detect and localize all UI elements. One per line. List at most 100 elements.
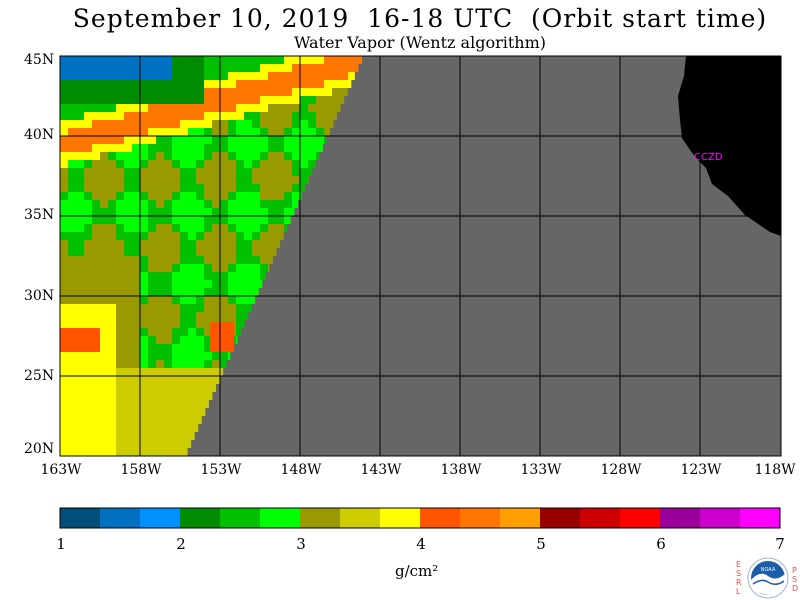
water-vapor-cell (188, 400, 196, 408)
water-vapor-cell (228, 104, 236, 112)
water-vapor-cell (124, 144, 132, 152)
water-vapor-cell (188, 288, 196, 296)
water-vapor-cell (60, 400, 68, 408)
water-vapor-cell (84, 160, 92, 168)
water-vapor-cell (172, 208, 180, 216)
water-vapor-cell (268, 112, 276, 120)
water-vapor-cell (196, 104, 204, 112)
water-vapor-cell (132, 152, 140, 160)
water-vapor-cell (332, 72, 340, 80)
water-vapor-cell (252, 160, 260, 168)
water-vapor-cell (164, 96, 172, 104)
water-vapor-cell (284, 208, 292, 216)
water-vapor-cell (124, 264, 132, 272)
lat-label: 40N (24, 127, 55, 143)
water-vapor-cell (76, 448, 84, 456)
water-vapor-cell (252, 280, 260, 288)
water-vapor-cell (148, 360, 156, 368)
water-vapor-cell (140, 104, 148, 112)
water-vapor-cell (92, 160, 100, 168)
water-vapor-cell (84, 152, 92, 160)
water-vapor-cell (132, 304, 140, 312)
colorbar-segment (660, 508, 700, 528)
water-vapor-cell (108, 312, 116, 320)
water-vapor-cell (132, 112, 140, 120)
water-vapor-cell (204, 192, 212, 200)
water-vapor-cell (116, 408, 124, 416)
water-vapor-cell (108, 56, 116, 64)
water-vapor-cell (324, 88, 332, 96)
water-vapor-cell (108, 360, 116, 368)
water-vapor-cell (220, 160, 228, 168)
water-vapor-cell (212, 72, 220, 80)
water-vapor-cell (148, 416, 156, 424)
water-vapor-cell (132, 88, 140, 96)
water-vapor-cell (100, 416, 108, 424)
water-vapor-cell (172, 440, 180, 448)
water-vapor-cell (124, 280, 132, 288)
water-vapor-cell (140, 176, 148, 184)
water-vapor-cell (148, 264, 156, 272)
water-vapor-cell (244, 240, 252, 248)
water-vapor-cell (60, 448, 68, 456)
water-vapor-cell (284, 224, 288, 232)
water-vapor-cell (268, 56, 276, 64)
water-vapor-cell (180, 248, 188, 256)
water-vapor-cell (316, 64, 324, 72)
water-vapor-cell (172, 72, 180, 80)
water-vapor-cell (236, 256, 244, 264)
water-vapor-cell (148, 368, 156, 376)
water-vapor-cell (84, 168, 92, 176)
water-vapor-cell (156, 384, 164, 392)
water-vapor-cell (124, 336, 132, 344)
water-vapor-cell (132, 168, 140, 176)
water-vapor-cell (116, 432, 124, 440)
water-vapor-cell (164, 232, 172, 240)
water-vapor-cell (84, 144, 92, 152)
water-vapor-cell (204, 208, 212, 216)
water-vapor-cell (92, 304, 100, 312)
water-vapor-cell (140, 392, 148, 400)
water-vapor-cell (284, 216, 291, 224)
water-vapor-cell (236, 272, 244, 280)
water-vapor-cell (148, 320, 156, 328)
water-vapor-cell (60, 440, 68, 448)
water-vapor-cell (148, 72, 156, 80)
water-vapor-cell (60, 216, 68, 224)
water-vapor-cell (60, 408, 68, 416)
water-vapor-cell (100, 56, 108, 64)
water-vapor-cell (108, 120, 116, 128)
water-vapor-cell (276, 128, 284, 136)
water-vapor-cell (92, 112, 100, 120)
water-vapor-cell (284, 128, 292, 136)
water-vapor-cell (148, 272, 156, 280)
water-vapor-cell (220, 360, 227, 368)
water-vapor-cell (84, 216, 92, 224)
water-vapor-cell (84, 408, 92, 416)
water-vapor-cell (244, 104, 252, 112)
water-vapor-cell (268, 240, 276, 248)
water-vapor-cell (156, 296, 164, 304)
water-vapor-cell (156, 328, 164, 336)
water-vapor-cell (236, 224, 244, 232)
water-vapor-cell (188, 256, 196, 264)
water-vapor-cell (124, 232, 132, 240)
water-vapor-cell (140, 280, 148, 288)
water-vapor-cell (180, 128, 188, 136)
water-vapor-cell (156, 128, 164, 136)
water-vapor-cell (172, 176, 180, 184)
water-vapor-cell (204, 152, 212, 160)
water-vapor-cell (172, 432, 180, 440)
water-vapor-cell (124, 344, 132, 352)
water-vapor-cell (92, 200, 100, 208)
water-vapor-cell (140, 128, 148, 136)
water-vapor-cell (60, 160, 68, 168)
water-vapor-cell (132, 432, 140, 440)
water-vapor-cell (212, 192, 220, 200)
water-vapor-cell (148, 440, 156, 448)
water-vapor-cell (60, 240, 68, 248)
water-vapor-cell (260, 232, 268, 240)
water-vapor-cell (76, 432, 84, 440)
water-vapor-cell (244, 184, 252, 192)
water-vapor-cell (172, 56, 180, 64)
